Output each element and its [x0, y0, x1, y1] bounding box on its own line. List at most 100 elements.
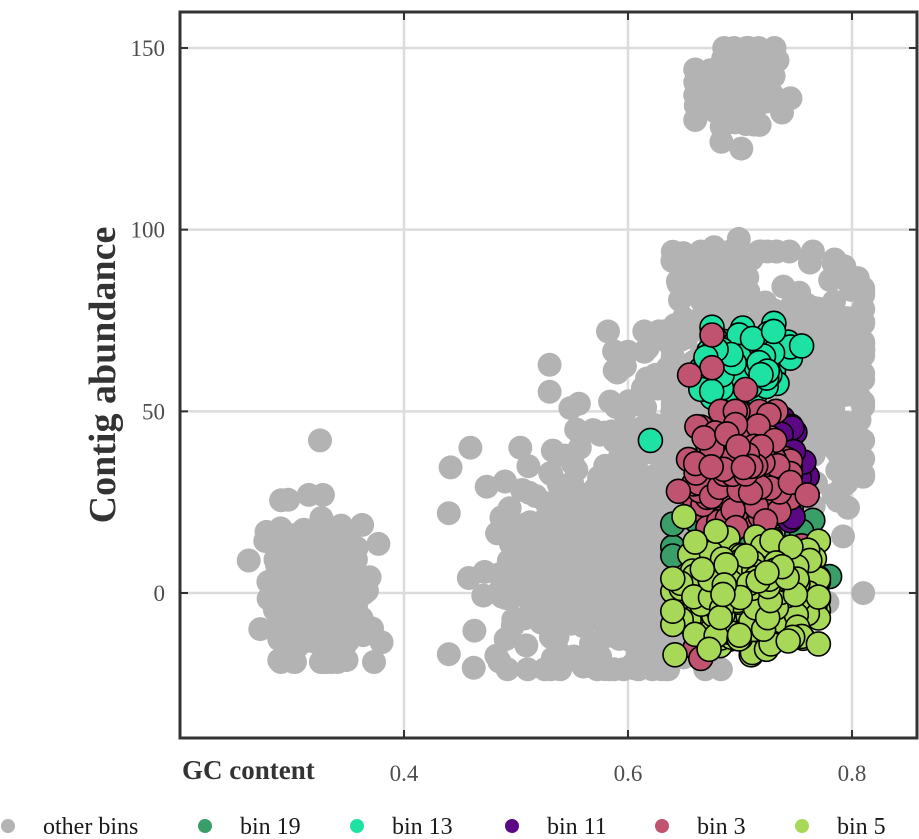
data-point: [671, 241, 696, 266]
data-point: [775, 628, 802, 654]
data-point: [851, 581, 876, 606]
data-point: [729, 136, 754, 161]
data-point: [537, 352, 562, 377]
data-point: [699, 354, 725, 381]
data-point: [554, 499, 578, 524]
legend-label: bin 19: [240, 814, 301, 839]
data-point: [770, 100, 794, 125]
data-point: [851, 339, 876, 364]
data-point: [537, 538, 562, 562]
data-point: [564, 417, 589, 442]
data-point: [310, 482, 335, 507]
data-point: [474, 474, 499, 499]
data-point: [619, 442, 644, 467]
data-point: [788, 333, 815, 359]
data-point: [683, 70, 708, 95]
data-point: [841, 441, 866, 466]
data-point: [615, 339, 640, 364]
data-point: [610, 618, 634, 642]
data-point: [811, 402, 836, 427]
data-point: [659, 598, 686, 625]
data-point: [836, 375, 861, 399]
data-point: [516, 454, 541, 479]
data-point: [559, 611, 584, 636]
data-point: [497, 496, 522, 521]
data-point: [732, 376, 759, 403]
data-point: [635, 550, 660, 574]
y-tick-label: 100: [131, 218, 166, 243]
data-point: [764, 239, 789, 264]
data-point: [271, 587, 295, 612]
data-point: [633, 395, 658, 420]
data-point: [804, 302, 828, 327]
data-point: [236, 548, 261, 573]
data-point: [248, 617, 273, 642]
data-point: [633, 600, 658, 625]
data-point: [800, 239, 825, 264]
data-point: [503, 514, 528, 539]
legend-key: [1, 819, 15, 833]
data-point: [366, 531, 391, 556]
data-point: [760, 318, 787, 345]
data-point: [676, 362, 703, 388]
data-point: [581, 418, 606, 443]
data-point: [730, 454, 757, 481]
data-point: [747, 239, 772, 264]
legend-key: [505, 819, 519, 833]
legend-label: bin 3: [697, 814, 746, 839]
axis-ticks: 0.4 0.6 0.8 0 50 100 150: [131, 12, 917, 786]
data-point: [529, 590, 554, 615]
data-point: [834, 311, 859, 336]
data-point: [739, 81, 764, 106]
data-point: [282, 650, 306, 674]
data-point: [689, 556, 716, 583]
y-tick-label: 0: [154, 581, 166, 606]
data-point: [350, 512, 375, 537]
data-point: [538, 657, 563, 682]
data-point: [699, 322, 725, 348]
data-point: [805, 631, 832, 657]
data-point: [736, 36, 761, 60]
series-bin-5: [659, 503, 832, 668]
data-point: [596, 319, 620, 344]
data-point: [566, 391, 591, 416]
data-point: [282, 605, 307, 630]
series-bin-3: [665, 322, 821, 672]
y-tick-label: 150: [131, 36, 166, 61]
scatter-points: [236, 36, 876, 682]
data-point: [622, 490, 647, 515]
data-point: [537, 379, 562, 404]
data-point: [726, 622, 753, 649]
data-point: [712, 36, 737, 60]
data-point: [321, 537, 346, 562]
data-point: [798, 355, 823, 380]
data-point: [540, 616, 565, 641]
legend-label: other bins: [43, 814, 138, 839]
data-point: [804, 428, 829, 453]
data-point: [600, 478, 624, 503]
data-point: [562, 562, 586, 587]
legend-key: [198, 819, 212, 833]
plot-panel-border: [178, 10, 919, 740]
data-point: [703, 518, 729, 545]
data-point: [587, 576, 612, 601]
x-tick-label: 0.8: [838, 761, 867, 786]
data-point: [514, 633, 539, 658]
legend-key: [795, 819, 809, 833]
y-axis-title: Contig abundance: [82, 227, 124, 524]
data-point: [684, 267, 708, 292]
data-point: [493, 627, 518, 652]
data-point: [748, 361, 774, 388]
data-point: [821, 251, 846, 276]
data-point: [702, 98, 727, 123]
data-point: [674, 325, 699, 350]
data-point: [666, 269, 690, 294]
data-point: [824, 335, 849, 360]
data-point: [456, 566, 481, 590]
data-point: [308, 428, 332, 453]
data-point: [461, 655, 486, 680]
legend-label: bin 11: [547, 814, 607, 839]
data-point: [717, 273, 742, 298]
data-point: [726, 226, 751, 251]
data-point: [369, 630, 394, 655]
